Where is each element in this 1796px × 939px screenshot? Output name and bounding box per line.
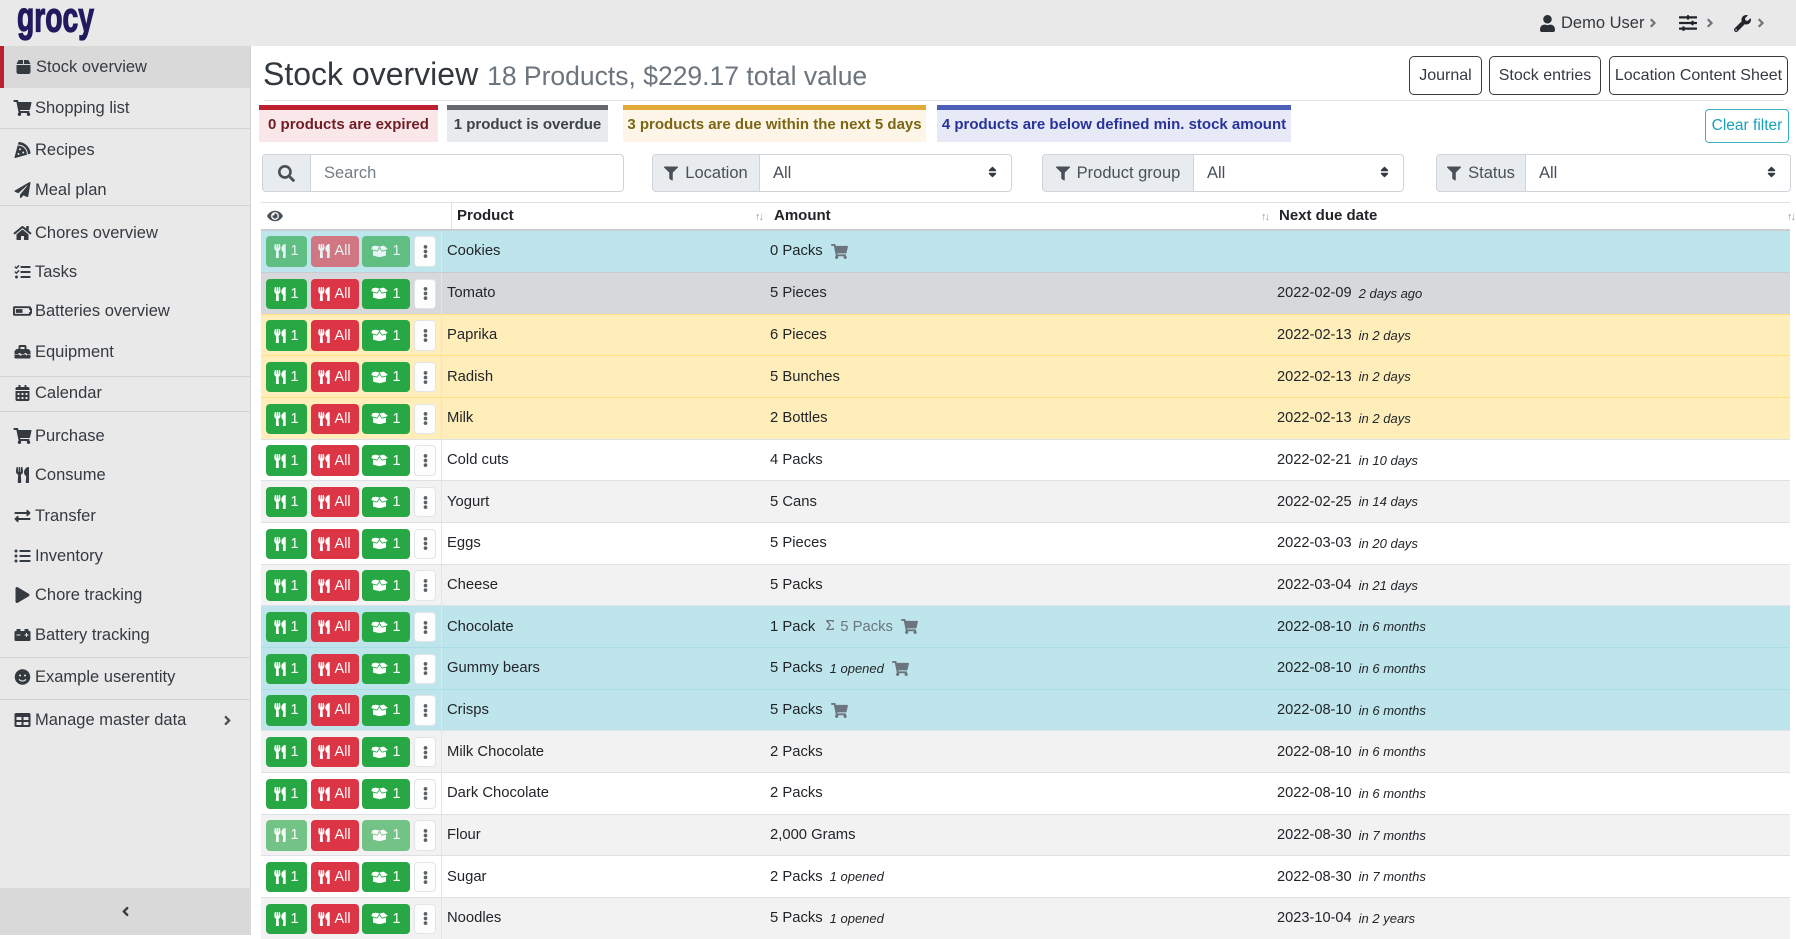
svg-text:grocy: grocy: [17, 0, 94, 41]
